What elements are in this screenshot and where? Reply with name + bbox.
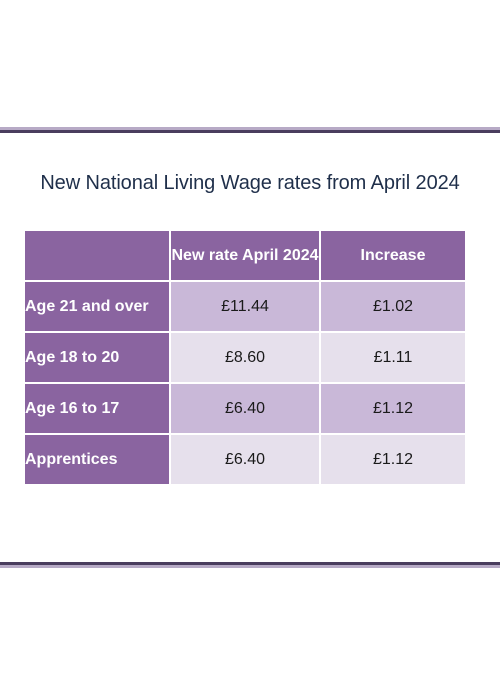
rate-cell: £11.44 [169,280,321,333]
wage-rates-table: New rate April 2024 Increase Age 21 and … [23,229,467,486]
increase-cell: £1.12 [319,382,467,435]
increase-cell: £1.11 [319,331,467,384]
table-row: Age 18 to 20 £8.60 £1.11 [23,331,467,384]
rate-cell: £8.60 [169,331,321,384]
row-label: Apprentices [23,433,171,486]
top-divider-light-line [0,127,500,130]
top-divider [0,127,500,135]
bottom-divider [0,562,500,570]
bottom-divider-dark-line [0,562,500,565]
header-increase: Increase [319,229,467,282]
table-header-row: New rate April 2024 Increase [23,229,467,282]
header-new-rate: New rate April 2024 [169,229,321,282]
increase-cell: £1.12 [319,433,467,486]
header-corner-cell [23,229,171,282]
table-row: Age 16 to 17 £6.40 £1.12 [23,382,467,435]
table-row: Age 21 and over £11.44 £1.02 [23,280,467,333]
bottom-divider-light-line [0,565,500,568]
row-label: Age 21 and over [23,280,171,333]
row-label: Age 16 to 17 [23,382,171,435]
increase-cell: £1.02 [319,280,467,333]
table-row: Apprentices £6.40 £1.12 [23,433,467,486]
top-divider-dark-line [0,130,500,133]
page-title: New National Living Wage rates from Apri… [40,172,460,194]
rate-cell: £6.40 [169,382,321,435]
row-label: Age 18 to 20 [23,331,171,384]
rate-cell: £6.40 [169,433,321,486]
